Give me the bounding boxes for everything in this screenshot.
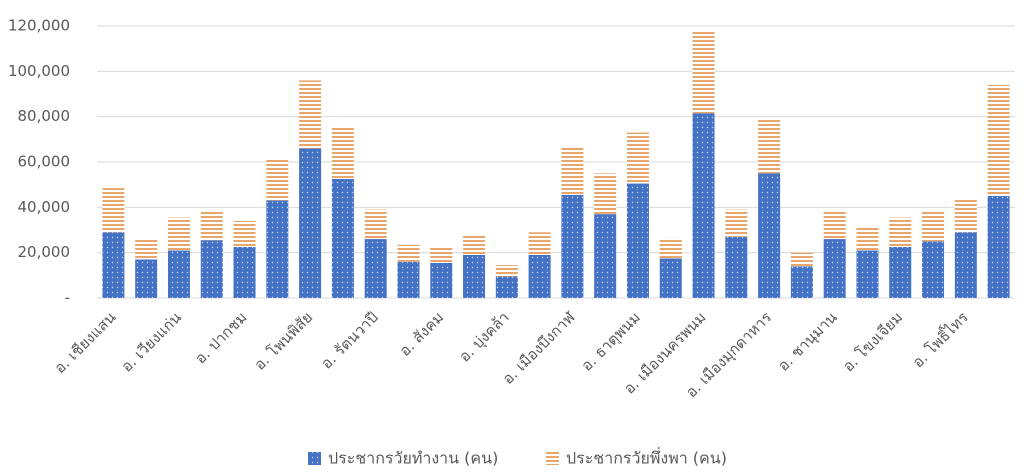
bar-segment — [233, 247, 256, 298]
bar-segment — [987, 196, 1010, 298]
bar-segment — [987, 84, 1010, 196]
bar-segment — [922, 211, 945, 242]
bar-segment — [528, 232, 551, 255]
bar-segment — [364, 239, 387, 298]
bar-segment — [954, 232, 977, 298]
y-tick-label: 120,000 — [8, 17, 70, 35]
bar-segment — [495, 276, 518, 298]
bar-segment — [135, 239, 158, 260]
x-tick-label: อ. ชานุมาน — [774, 308, 841, 375]
y-tick-label: 60,000 — [18, 153, 71, 171]
bar-segment — [659, 258, 682, 298]
legend-label: ประชากรวัยทำงาน (คน) — [328, 449, 498, 468]
bar-segment — [594, 173, 617, 215]
bar-segment — [528, 254, 551, 298]
bar-segment — [823, 211, 846, 240]
bar-segment — [856, 226, 879, 251]
bar-segment — [463, 234, 486, 255]
x-tick-label: อ. เชียงแสน — [51, 308, 120, 377]
bar-segment — [200, 240, 223, 298]
x-tick-label: อ. โขงเจียม — [839, 308, 906, 375]
bar-segment — [364, 209, 387, 240]
legend-label: ประชากรวัยพึ่งพา (คน) — [566, 447, 727, 468]
bar-segment — [626, 132, 649, 184]
bar-segment — [135, 259, 158, 298]
x-tick-label: อ. โพนพิสัย — [251, 308, 316, 373]
bar-segment — [889, 217, 912, 247]
bar-segment — [922, 241, 945, 298]
x-tick-label: อ. สังคม — [396, 308, 448, 360]
y-tick-label: 100,000 — [8, 62, 70, 80]
x-tick-label: อ. เวียงแก่น — [118, 308, 185, 375]
bar-segment — [102, 188, 125, 233]
x-tick-label: อ. รัตนวาปี — [317, 308, 381, 372]
bar-segment — [790, 266, 813, 298]
bar-segment — [397, 261, 420, 298]
bar-segment — [331, 128, 354, 179]
bar-segment — [758, 173, 781, 298]
legend-swatch — [546, 452, 559, 465]
bar-segment — [102, 232, 125, 298]
bar-segment — [299, 148, 322, 298]
y-tick-label: 20,000 — [18, 243, 71, 261]
y-tick-label: 40,000 — [18, 198, 71, 216]
bar-segment — [561, 147, 584, 195]
bar-segment — [889, 247, 912, 298]
bar-segment — [430, 247, 453, 263]
bar-segment — [430, 262, 453, 298]
bar-segment — [758, 118, 781, 174]
bar-segment — [331, 179, 354, 298]
bar-segment — [266, 200, 289, 298]
bar-segment — [495, 265, 518, 277]
x-tick-label: อ. โพธิ์ไทร — [907, 307, 971, 371]
bar-segment — [167, 217, 190, 251]
bar-segment — [725, 236, 748, 298]
bar-segment — [856, 250, 879, 298]
bar-segment — [692, 30, 715, 114]
bar-segment — [200, 211, 223, 241]
bar-segment — [626, 183, 649, 298]
bar-segment — [659, 237, 682, 259]
bar-segment — [266, 158, 289, 201]
legend-swatch — [308, 452, 321, 465]
bar-segment — [823, 239, 846, 298]
x-tick-label: อ. ธาตุพนม — [578, 308, 645, 375]
bar-segment — [725, 209, 748, 237]
bar-segment — [397, 244, 420, 262]
bar-segment — [561, 194, 584, 298]
bar-segment — [233, 220, 256, 247]
bar-segment — [299, 80, 322, 149]
y-tick-label: 80,000 — [18, 107, 71, 125]
bar-segment — [692, 113, 715, 299]
x-tick-label: อ. ปากชม — [191, 308, 250, 367]
bar-segment — [790, 252, 813, 267]
y-tick-label: - — [65, 289, 70, 307]
bar-segment — [594, 214, 617, 298]
bar-segment — [463, 254, 486, 298]
x-tick-label: อ. บุ่งคล้า — [456, 308, 514, 366]
bar-segment — [167, 250, 190, 298]
bar-segment — [954, 198, 977, 233]
